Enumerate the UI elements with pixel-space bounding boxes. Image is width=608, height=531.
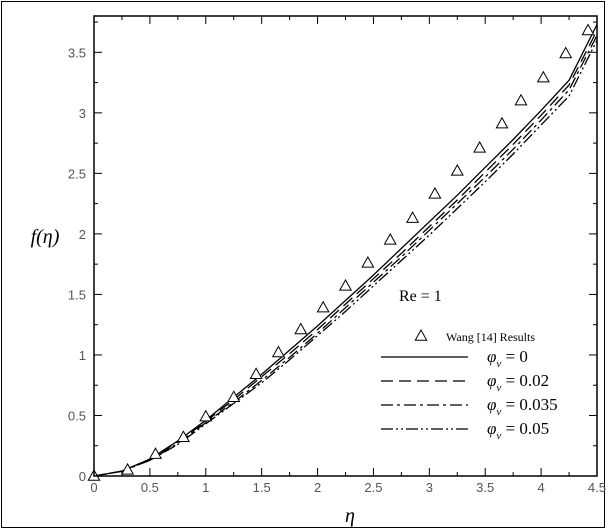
data-point-wang xyxy=(406,211,420,223)
legend-label: φv = 0.05 xyxy=(487,419,549,442)
data-point-wang xyxy=(383,232,397,245)
y-tick-label: 0 xyxy=(79,469,86,484)
x-tick-label: 3.5 xyxy=(476,480,494,495)
data-point-wang xyxy=(227,390,241,403)
data-point-wang xyxy=(581,23,595,36)
plot-area xyxy=(87,23,598,481)
data-point-wang xyxy=(473,140,487,153)
axes: 0 0.5 1 1.5 2 2.5 3 3.5 4 4.5 0 0.5 1 1.5 2 2.5 3 3.5 xyxy=(68,15,606,495)
x-tick-label: 2.5 xyxy=(364,480,382,495)
data-point-wang xyxy=(271,345,285,358)
y-tick-label: 1.5 xyxy=(68,287,86,302)
data-point-wang xyxy=(536,70,550,83)
annotation-re: Re = 1 xyxy=(399,288,442,305)
y-tick-label: 2.5 xyxy=(68,166,86,181)
y-axis-title: f(η) xyxy=(31,226,60,248)
data-point-wang xyxy=(148,447,163,459)
x-tick-label: 2 xyxy=(314,480,321,495)
x-tick-label: 4.5 xyxy=(588,480,606,495)
x-tick-label: 4 xyxy=(537,480,544,495)
data-point-wang xyxy=(338,278,353,291)
legend-label: φv = 0 xyxy=(487,347,528,370)
series-line xyxy=(93,30,598,477)
legend-label-wang: Wang [14] Results xyxy=(446,330,535,344)
data-point-wang xyxy=(428,186,442,199)
data-point-wang xyxy=(294,322,308,335)
x-tick-label: 1.5 xyxy=(253,480,271,495)
data-point-wang xyxy=(176,430,190,442)
y-tick-label: 2 xyxy=(79,227,86,242)
x-tick-label: 3 xyxy=(426,480,433,495)
data-point-wang xyxy=(361,255,375,268)
data-point-wang xyxy=(249,367,263,380)
legend-label: φv = 0.035 xyxy=(487,395,558,418)
data-point-wang xyxy=(120,462,135,475)
y-tick-label: 3.5 xyxy=(68,45,86,60)
x-tick-label: 1 xyxy=(202,480,209,495)
legend-triangle-marker xyxy=(414,328,428,341)
series-line xyxy=(93,39,598,477)
y-tick-label: 3 xyxy=(79,106,86,121)
series-line xyxy=(93,35,598,477)
y-tick-label: 0.5 xyxy=(68,408,86,423)
y-tick-label: 1 xyxy=(79,348,86,363)
x-tick-label: 0.5 xyxy=(141,480,159,495)
data-point-wang xyxy=(559,46,573,59)
legend-label: φv = 0.02 xyxy=(487,371,549,394)
data-point-wang xyxy=(199,409,213,422)
x-axis-title: η xyxy=(345,505,355,527)
data-point-wang xyxy=(514,93,528,106)
data-point-wang xyxy=(450,163,464,176)
data-point-wang xyxy=(316,300,330,313)
data-point-wang xyxy=(495,116,509,129)
x-tick-label: 0 xyxy=(90,480,97,495)
